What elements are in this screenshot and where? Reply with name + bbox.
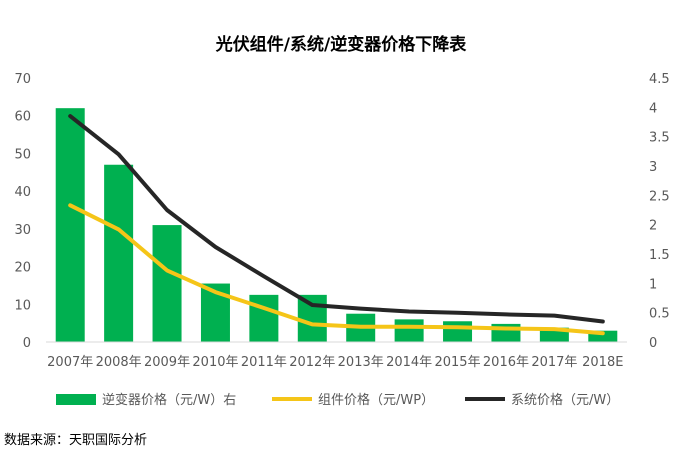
left-axis: 0 10 20 30 40 50 60 70 [14,72,31,351]
bar-inverter-price [55,108,85,343]
category-label: 2017年 [531,355,577,370]
right-tick-label: 3.5 [649,131,670,146]
category-label: 2013年 [338,355,384,370]
bar-inverter-price [104,164,134,342]
left-tick-label: 50 [14,147,31,162]
left-tick-label: 70 [14,72,31,87]
right-tick-label: 0 [649,336,657,351]
legend-swatch-inverter [56,394,96,405]
right-tick-label: 2 [649,219,657,234]
right-tick-label: 4 [649,101,657,116]
category-label: 2011年 [241,355,287,370]
chart-title: 光伏组件/系统/逆变器价格下降表 [215,34,467,55]
category-label: 2010年 [192,355,238,370]
category-label: 2009年 [144,355,190,370]
right-axis: 0 0.5 1 1.5 2 2.5 3 3.5 4 4.5 [649,72,670,351]
left-tick-label: 60 [14,110,31,125]
category-label: 2007年 [47,355,93,370]
category-label: 2016年 [483,355,529,370]
legend-label-system: 系统价格（元/W） [511,392,619,408]
left-tick-label: 40 [14,185,31,200]
left-tick-label: 20 [14,261,31,276]
line-series [68,114,605,336]
right-tick-label: 2.5 [649,189,670,204]
category-label: 2014年 [386,355,432,370]
bar-inverter-price [443,321,473,342]
category-label: 2018E [582,355,623,370]
left-tick-label: 0 [23,336,31,351]
line-module-price [68,203,605,336]
line-system-price [68,114,605,324]
category-label: 2008年 [96,355,142,370]
bar-inverter-price [588,330,618,342]
category-label: 2012年 [289,355,335,370]
legend-label-module: 组件价格（元/WP） [318,392,434,408]
right-tick-label: 1.5 [649,248,670,263]
left-tick-label: 10 [14,298,31,313]
bar-inverter-price [249,294,279,342]
bar-inverter-price [297,294,327,342]
category-label: 2015年 [434,355,480,370]
bar-inverter-price [394,319,424,342]
source-note: 数据来源：天职国际分析 [4,433,148,448]
category-labels: 2007年 2008年 2009年 2010年 2011年 2012年 2013年 2014年… [47,355,623,370]
right-tick-label: 1 [649,277,657,292]
left-tick-label: 30 [14,223,31,238]
right-tick-label: 0.5 [649,307,670,322]
right-tick-label: 3 [649,160,657,175]
legend-label-inverter: 逆变器价格（元/W）右 [102,392,236,408]
right-tick-label: 4.5 [649,72,670,87]
legend: 逆变器价格（元/W）右 组件价格（元/WP） 系统价格（元/W） [56,392,619,408]
bar-inverter-price [152,225,182,342]
